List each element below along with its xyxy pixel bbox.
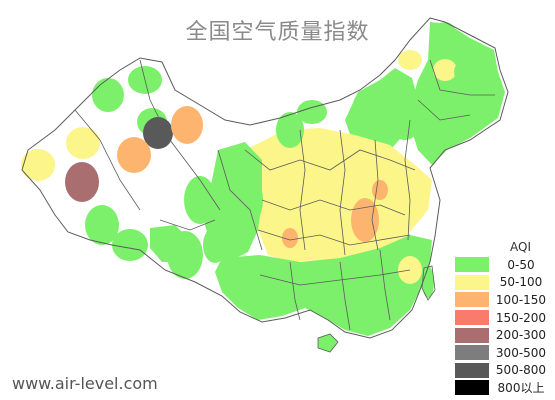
hainan-island	[317, 333, 339, 353]
station-tibet-east	[227, 172, 263, 228]
legend-swatch	[455, 345, 489, 361]
station-xinjiang-northwest	[92, 78, 124, 112]
station-changchun	[433, 59, 457, 81]
map-title: 全国空气质量指数	[185, 20, 370, 45]
legend-item: 500-800	[455, 362, 553, 380]
province-border	[299, 129, 306, 251]
province-border	[379, 249, 391, 321]
station-harbin	[398, 50, 422, 70]
station-hulun	[454, 58, 486, 86]
aqi-legend: AQI 0-50 50-100 100-150 150-200 200-300 300-5…	[455, 238, 553, 397]
station-yili-hazard	[143, 117, 173, 149]
china-mainland-outline	[21, 17, 509, 339]
province-borders	[74, 59, 495, 331]
legend-swatch	[455, 327, 489, 343]
province-border	[417, 99, 471, 121]
province-border	[159, 219, 216, 231]
legend-label: 150-200	[495, 310, 547, 325]
station-heilongjiang	[433, 22, 457, 50]
legend-swatch	[455, 257, 489, 273]
zone-south-good	[215, 235, 432, 336]
zone-northeast-good	[410, 22, 505, 165]
station-changji	[171, 106, 203, 144]
legend-label: 100-150	[495, 292, 547, 307]
station-guangxi	[320, 260, 340, 280]
province-border	[244, 149, 416, 171]
station-sichuan-orange	[282, 228, 298, 248]
province-border	[259, 269, 411, 286]
station-hotan-heavy	[65, 162, 99, 202]
legend-swatch	[455, 292, 489, 308]
station-mid-1	[276, 112, 304, 148]
legend-swatch	[455, 362, 489, 378]
legend-title: AQI	[510, 240, 531, 254]
website-watermark: www.air-level.com	[12, 374, 158, 393]
islands	[317, 265, 436, 353]
legend-rows: 0-50 50-100 100-150 150-200 200-300 300-500 50…	[455, 256, 553, 397]
legend-item: 150-200	[455, 309, 553, 327]
legend-swatch	[455, 310, 489, 326]
legend-item: 0-50	[455, 256, 553, 274]
province-border	[257, 229, 411, 246]
province-border	[339, 261, 351, 331]
station-qinghai	[184, 176, 216, 224]
station-hohhot	[297, 100, 327, 124]
station-hebei-orange	[372, 180, 388, 200]
legend-item: 800以上	[455, 379, 553, 397]
china-outline	[21, 17, 509, 339]
legend-item: 50-100	[455, 274, 553, 292]
legend-label: 800以上	[497, 381, 545, 396]
legend-item: 200-300	[455, 326, 553, 344]
station-aksu	[117, 137, 151, 173]
province-border	[371, 139, 379, 251]
province-border	[139, 59, 221, 211]
station-lanzhou	[352, 88, 388, 132]
province-border	[429, 59, 495, 96]
legend-label: 0-50	[507, 257, 535, 272]
legend-swatch	[455, 380, 489, 396]
province-border	[261, 199, 406, 216]
legend-label: 500-800	[495, 363, 547, 378]
station-kashgar	[21, 149, 55, 181]
province-border	[339, 129, 346, 256]
province-border	[74, 109, 141, 211]
legend-label: 200-300	[495, 328, 547, 343]
aqi-regions	[21, 22, 505, 336]
station-ngari	[112, 229, 148, 261]
legend-swatch	[455, 274, 489, 290]
station-yushu	[203, 227, 227, 263]
station-turpan	[66, 127, 100, 159]
station-tibet-mid	[167, 231, 203, 279]
station-taiwan	[422, 266, 434, 298]
legend-label: 300-500	[495, 345, 547, 360]
province-border	[217, 149, 263, 251]
station-korla	[85, 205, 119, 245]
legend-label: 50-100	[499, 275, 543, 290]
legend-item: 100-150	[455, 291, 553, 309]
station-xining	[392, 114, 418, 140]
legend-item: 300-500	[455, 344, 553, 362]
province-border	[404, 119, 411, 241]
